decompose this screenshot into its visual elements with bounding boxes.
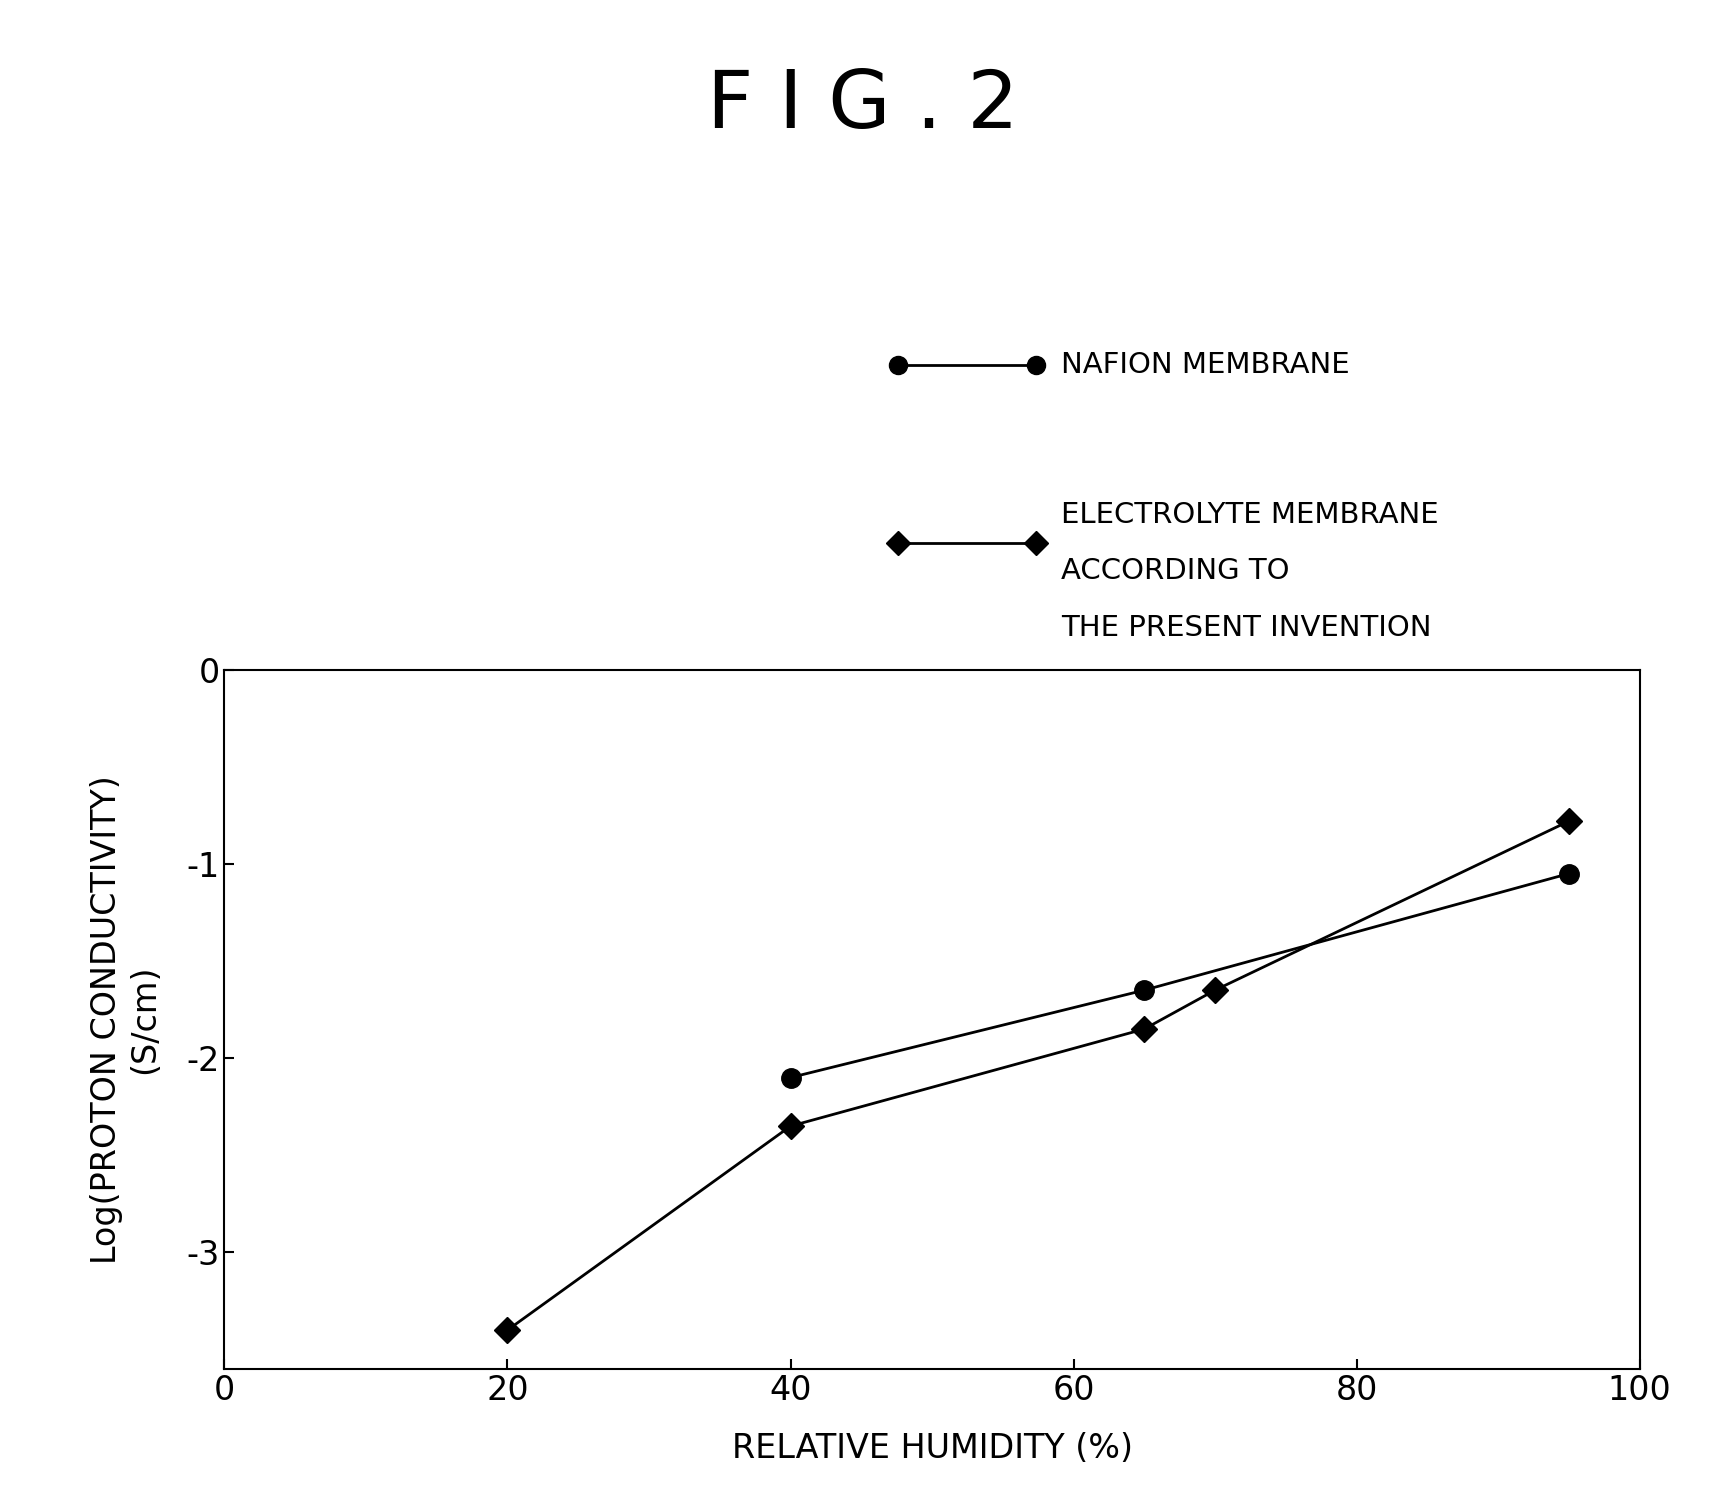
X-axis label: RELATIVE HUMIDITY (%): RELATIVE HUMIDITY (%)	[732, 1431, 1132, 1464]
Y-axis label: Log(PROTON CONDUCTIVITY)
(S/cm): Log(PROTON CONDUCTIVITY) (S/cm)	[90, 775, 161, 1263]
Text: F I G . 2: F I G . 2	[708, 67, 1018, 144]
Text: THE PRESENT INVENTION: THE PRESENT INVENTION	[1061, 615, 1433, 641]
Text: ELECTROLYTE MEMBRANE: ELECTROLYTE MEMBRANE	[1061, 501, 1439, 528]
Text: NAFION MEMBRANE: NAFION MEMBRANE	[1061, 351, 1350, 378]
Text: ACCORDING TO: ACCORDING TO	[1061, 558, 1289, 585]
